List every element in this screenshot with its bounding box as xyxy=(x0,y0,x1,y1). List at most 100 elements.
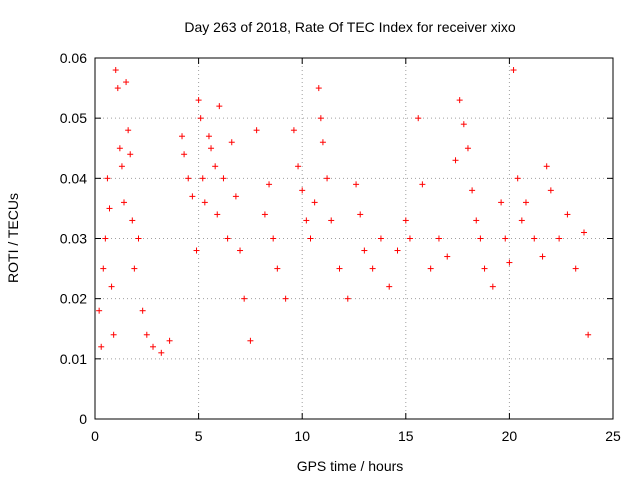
data-point xyxy=(469,187,476,194)
data-point xyxy=(143,331,150,338)
data-point xyxy=(572,265,579,272)
data-point xyxy=(131,265,138,272)
data-point xyxy=(100,265,107,272)
data-point xyxy=(104,175,111,182)
x-axis-label: GPS time / hours xyxy=(297,458,404,474)
y-axis-label: ROTI / TECUs xyxy=(5,193,21,283)
data-point xyxy=(121,199,128,206)
data-points xyxy=(96,67,592,356)
y-tick-label: 0.06 xyxy=(60,50,87,66)
data-point xyxy=(406,235,413,242)
data-point xyxy=(489,283,496,290)
data-point xyxy=(106,205,113,212)
data-point xyxy=(179,133,186,140)
data-point xyxy=(241,295,248,302)
data-point xyxy=(315,85,322,92)
data-point xyxy=(427,265,434,272)
data-point xyxy=(274,265,281,272)
data-point xyxy=(118,163,125,170)
data-point xyxy=(123,79,130,86)
data-point xyxy=(166,337,173,344)
y-tick-label: 0.02 xyxy=(60,291,87,307)
data-point xyxy=(324,175,331,182)
data-point xyxy=(464,145,471,152)
data-point xyxy=(357,211,364,218)
x-tick-label: 0 xyxy=(91,428,99,444)
data-point xyxy=(543,163,550,170)
data-point xyxy=(435,235,442,242)
data-point xyxy=(514,175,521,182)
data-point xyxy=(299,187,306,194)
data-point xyxy=(208,145,215,152)
x-tick-label: 10 xyxy=(294,428,310,444)
data-point xyxy=(102,235,109,242)
x-axis: 0 5 10 15 20 25 xyxy=(91,58,621,444)
data-point xyxy=(270,235,277,242)
data-point xyxy=(139,307,146,314)
x-tick-label: 15 xyxy=(398,428,414,444)
data-point xyxy=(311,199,318,206)
data-point xyxy=(189,193,196,200)
data-point xyxy=(127,151,134,158)
data-point xyxy=(201,199,208,206)
data-point xyxy=(394,247,401,254)
data-point xyxy=(247,337,254,344)
data-point xyxy=(415,115,422,122)
data-point xyxy=(502,235,509,242)
data-point xyxy=(266,181,273,188)
data-point xyxy=(290,127,297,134)
y-tick-label: 0.04 xyxy=(60,170,87,186)
data-point xyxy=(539,253,546,260)
data-point xyxy=(216,103,223,110)
data-point xyxy=(193,247,200,254)
data-point xyxy=(150,343,157,350)
data-point xyxy=(214,211,221,218)
data-point xyxy=(506,259,513,266)
data-point xyxy=(96,307,103,314)
data-point xyxy=(112,67,119,74)
data-point xyxy=(481,265,488,272)
data-point xyxy=(444,253,451,260)
data-point xyxy=(585,331,592,338)
data-point xyxy=(307,235,314,242)
grid-lines xyxy=(95,58,613,419)
x-tick-label: 20 xyxy=(502,428,518,444)
x-tick-label: 25 xyxy=(605,428,621,444)
y-tick-label: 0 xyxy=(79,411,87,427)
data-point xyxy=(419,181,426,188)
data-point xyxy=(456,97,463,104)
data-point xyxy=(185,175,192,182)
data-point xyxy=(205,133,212,140)
data-point xyxy=(547,187,554,194)
data-point xyxy=(212,163,219,170)
data-point xyxy=(344,295,351,302)
data-point xyxy=(195,97,202,104)
y-tick-label: 0.01 xyxy=(60,351,87,367)
data-point xyxy=(261,211,268,218)
data-point xyxy=(98,343,105,350)
data-point xyxy=(232,193,239,200)
data-point xyxy=(460,121,467,128)
data-point xyxy=(336,265,343,272)
data-point xyxy=(328,217,335,224)
data-point xyxy=(510,67,517,74)
data-point xyxy=(531,235,538,242)
data-point xyxy=(361,247,368,254)
data-point xyxy=(197,115,204,122)
data-point xyxy=(228,139,235,146)
data-point xyxy=(386,283,393,290)
data-point xyxy=(253,127,260,134)
data-point xyxy=(129,217,136,224)
y-tick-label: 0.05 xyxy=(60,110,87,126)
data-point xyxy=(114,85,121,92)
data-point xyxy=(402,217,409,224)
data-point xyxy=(580,229,587,236)
data-point xyxy=(181,151,188,158)
data-point xyxy=(116,145,123,152)
data-point xyxy=(110,331,117,338)
data-point xyxy=(158,349,165,356)
data-point xyxy=(199,175,206,182)
data-point xyxy=(353,181,360,188)
data-point xyxy=(108,283,115,290)
data-point xyxy=(518,217,525,224)
